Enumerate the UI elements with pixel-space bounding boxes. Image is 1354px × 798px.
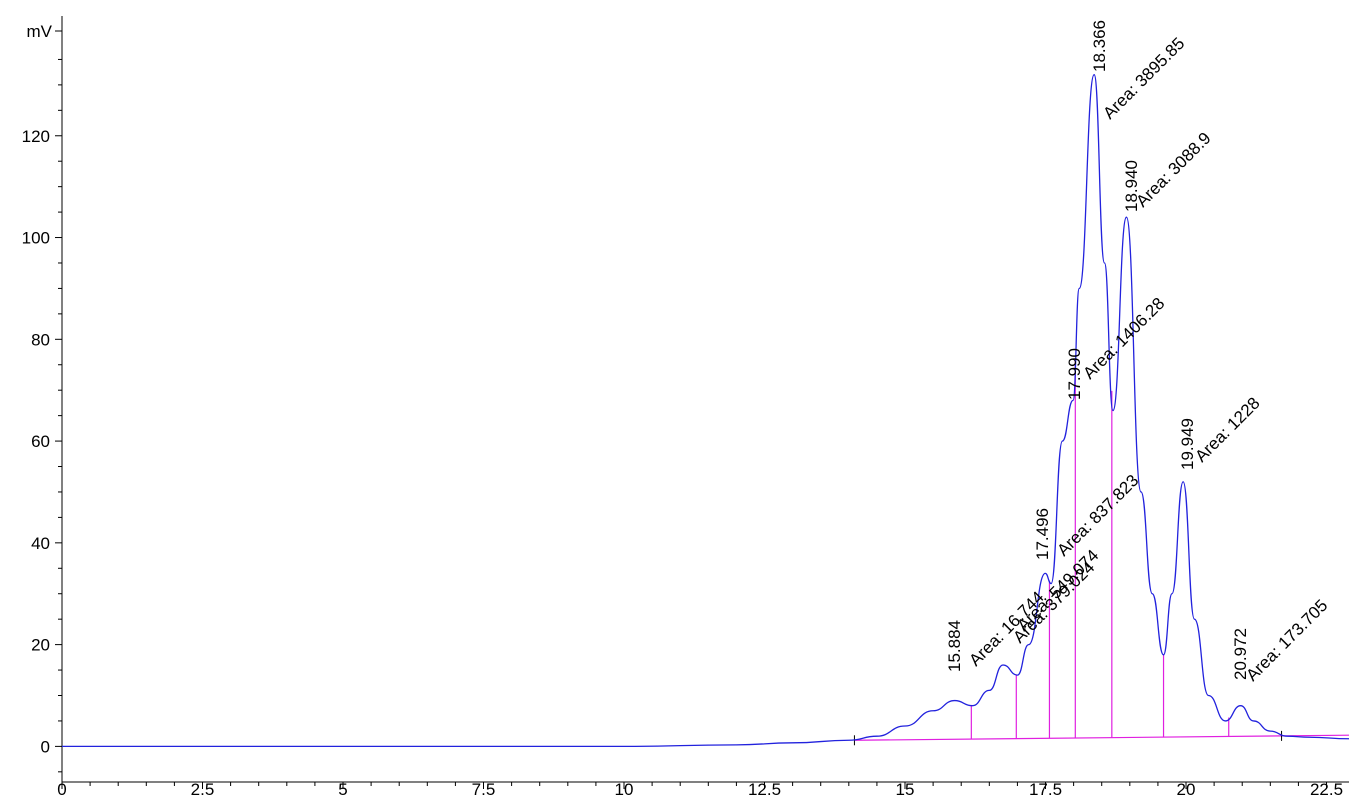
y-axis-label: mV (27, 22, 53, 41)
x-tick-label: 12.5 (748, 780, 781, 798)
peak-retention-time-label: 19.949 (1178, 418, 1197, 470)
peak-retention-time-label: 17.990 (1065, 348, 1084, 400)
axes: mV 0 20 40 60 80 100 120 0 2.5 5 7.5 10 12.5 15 17.5 20 2… (22, 16, 1349, 798)
y-tick-label: 80 (31, 330, 50, 349)
peak-area-label: Area: 837.823 (1053, 471, 1142, 560)
x-tick-label: 0 (57, 780, 66, 798)
x-tick-label: 17.5 (1029, 780, 1062, 798)
peak-retention-time-label: 15.884 (945, 620, 964, 672)
peak-retention-time-label: 17.496 (1033, 508, 1052, 560)
y-tick-label: 20 (31, 636, 50, 655)
y-tick-label: 40 (31, 534, 50, 553)
peak-retention-time-label: 18.366 (1090, 20, 1109, 72)
y-tick-label: 120 (22, 127, 50, 146)
peak-area-label: Area: 173.705 (1242, 596, 1331, 685)
integration-layer (853, 359, 1350, 746)
peak-area-label: Area: 3895.85 (1099, 34, 1188, 123)
x-tick-label: 5 (338, 780, 347, 798)
x-tick-label: 20 (1177, 780, 1196, 798)
x-tick-label: 7.5 (472, 780, 496, 798)
x-tick-label: 10 (615, 780, 634, 798)
chromatogram-trace (62, 74, 1350, 748)
peak-retention-time-label: 18.940 (1122, 160, 1141, 212)
x-tick-label: 22.5 (1310, 780, 1343, 798)
peak-area-label: Area: 1228 (1191, 394, 1263, 466)
peak-retention-time-label: 20.972 (1231, 628, 1250, 680)
y-tick-label: 100 (22, 229, 50, 248)
peak-area-label: Area: 1406.28 (1079, 294, 1168, 383)
integration-baseline (854, 734, 1350, 741)
y-tick-label: 0 (41, 737, 50, 756)
y-tick-label: 60 (31, 432, 50, 451)
peak-area-label: Area: 3088.9 (1132, 129, 1214, 211)
peak-area-label: Area: 549.074 (1013, 546, 1102, 635)
trace-layer (62, 74, 1350, 748)
x-tick-label: 2.5 (191, 780, 215, 798)
x-tick-label: 15 (896, 780, 915, 798)
